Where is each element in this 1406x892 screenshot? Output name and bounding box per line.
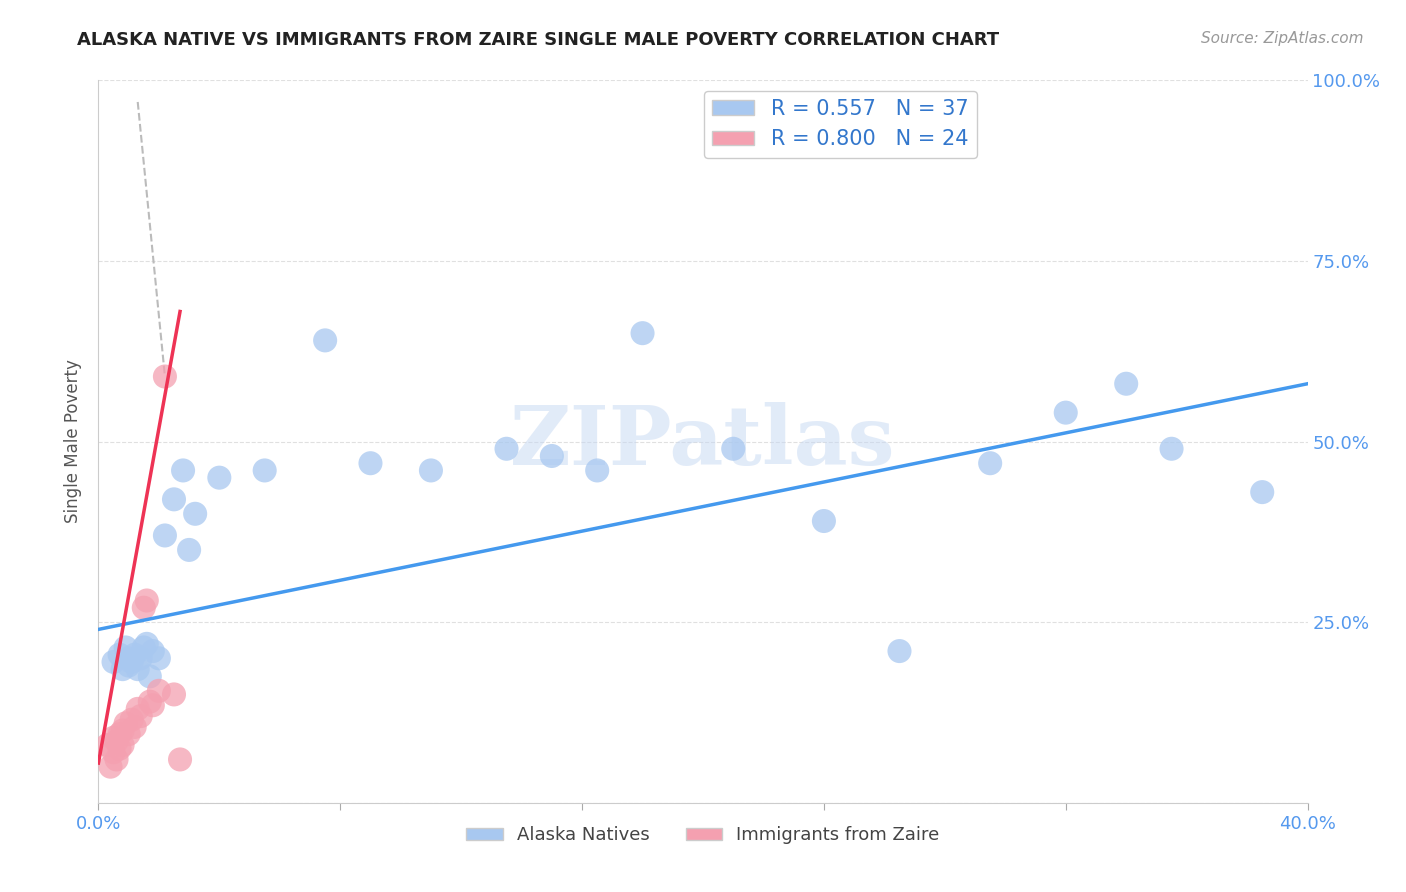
Text: ALASKA NATIVE VS IMMIGRANTS FROM ZAIRE SINGLE MALE POVERTY CORRELATION CHART: ALASKA NATIVE VS IMMIGRANTS FROM ZAIRE S… bbox=[77, 31, 1000, 49]
Point bbox=[103, 731, 125, 745]
Point bbox=[132, 600, 155, 615]
Point bbox=[1251, 485, 1274, 500]
Point bbox=[100, 760, 122, 774]
Point bbox=[631, 326, 654, 340]
Point bbox=[540, 449, 562, 463]
Point bbox=[121, 713, 143, 727]
Point bbox=[163, 492, 186, 507]
Point bbox=[118, 651, 141, 665]
Point bbox=[108, 741, 131, 756]
Y-axis label: Single Male Poverty: Single Male Poverty bbox=[65, 359, 83, 524]
Point bbox=[124, 648, 146, 662]
Point bbox=[253, 463, 276, 477]
Point bbox=[124, 720, 146, 734]
Point bbox=[495, 442, 517, 456]
Point bbox=[127, 702, 149, 716]
Point bbox=[153, 369, 176, 384]
Point bbox=[111, 738, 134, 752]
Point bbox=[139, 695, 162, 709]
Point bbox=[108, 727, 131, 741]
Point bbox=[129, 651, 152, 665]
Point bbox=[314, 334, 336, 348]
Point bbox=[142, 644, 165, 658]
Point bbox=[111, 723, 134, 738]
Point bbox=[114, 716, 136, 731]
Point bbox=[163, 687, 186, 701]
Point bbox=[813, 514, 835, 528]
Point bbox=[169, 752, 191, 766]
Point bbox=[135, 593, 157, 607]
Legend: Alaska Natives, Immigrants from Zaire: Alaska Natives, Immigrants from Zaire bbox=[460, 819, 946, 852]
Point bbox=[108, 648, 131, 662]
Point bbox=[118, 727, 141, 741]
Point bbox=[1115, 376, 1137, 391]
Point bbox=[586, 463, 609, 477]
Point bbox=[96, 738, 118, 752]
Point bbox=[184, 507, 207, 521]
Point bbox=[129, 709, 152, 723]
Point bbox=[979, 456, 1001, 470]
Point bbox=[105, 734, 128, 748]
Point bbox=[1054, 406, 1077, 420]
Point bbox=[111, 662, 134, 676]
Text: Source: ZipAtlas.com: Source: ZipAtlas.com bbox=[1201, 31, 1364, 46]
Point bbox=[118, 658, 141, 673]
Point bbox=[135, 637, 157, 651]
Point bbox=[103, 655, 125, 669]
Point bbox=[121, 655, 143, 669]
Point bbox=[153, 528, 176, 542]
Point bbox=[127, 662, 149, 676]
Point bbox=[142, 698, 165, 713]
Point bbox=[103, 745, 125, 759]
Point bbox=[723, 442, 745, 456]
Point bbox=[139, 669, 162, 683]
Point bbox=[179, 542, 201, 557]
Point bbox=[148, 651, 170, 665]
Point bbox=[420, 463, 443, 477]
Point bbox=[132, 640, 155, 655]
Point bbox=[208, 470, 231, 484]
Point bbox=[114, 640, 136, 655]
Point bbox=[148, 683, 170, 698]
Text: ZIPatlas: ZIPatlas bbox=[510, 401, 896, 482]
Point bbox=[889, 644, 911, 658]
Point bbox=[172, 463, 194, 477]
Point bbox=[105, 752, 128, 766]
Point bbox=[1160, 442, 1182, 456]
Point bbox=[360, 456, 382, 470]
